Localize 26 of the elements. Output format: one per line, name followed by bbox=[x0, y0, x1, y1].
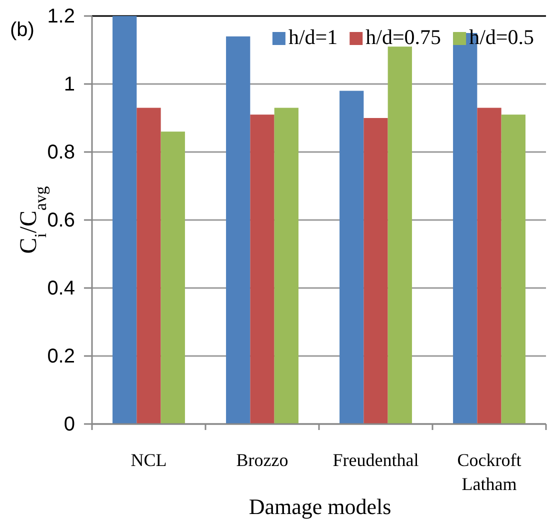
y-tick-label: 0.4 bbox=[47, 277, 75, 300]
bar bbox=[274, 108, 298, 424]
bar bbox=[477, 108, 502, 424]
y-tick-label: 1.2 bbox=[47, 5, 75, 28]
y-tick-label: 0 bbox=[64, 413, 75, 436]
bar bbox=[340, 90, 364, 424]
bar bbox=[388, 46, 412, 424]
bar bbox=[226, 36, 250, 424]
bar bbox=[364, 118, 388, 424]
x-tick-label: Cockroft Latham bbox=[457, 450, 522, 494]
bar bbox=[160, 132, 185, 424]
text: (b) bbox=[10, 19, 34, 41]
y-tick-label: 0.8 bbox=[47, 141, 75, 164]
y-tick-label: 1 bbox=[64, 73, 75, 96]
bar bbox=[112, 16, 137, 424]
legend-label: h/d=0.75 bbox=[366, 25, 442, 49]
bar bbox=[136, 108, 161, 424]
bar bbox=[250, 114, 274, 424]
x-tick-label: Freudenthal bbox=[332, 450, 419, 470]
bar bbox=[501, 114, 526, 424]
legend-label: h/d=1 bbox=[288, 25, 338, 49]
x-tick-label: Brozzo bbox=[236, 450, 288, 470]
x-axis-title: Damage models bbox=[248, 494, 392, 519]
y-tick-label: 0.2 bbox=[47, 345, 75, 368]
x-tick-label: NCL bbox=[130, 450, 167, 470]
y-tick-label: 0.6 bbox=[47, 209, 75, 232]
